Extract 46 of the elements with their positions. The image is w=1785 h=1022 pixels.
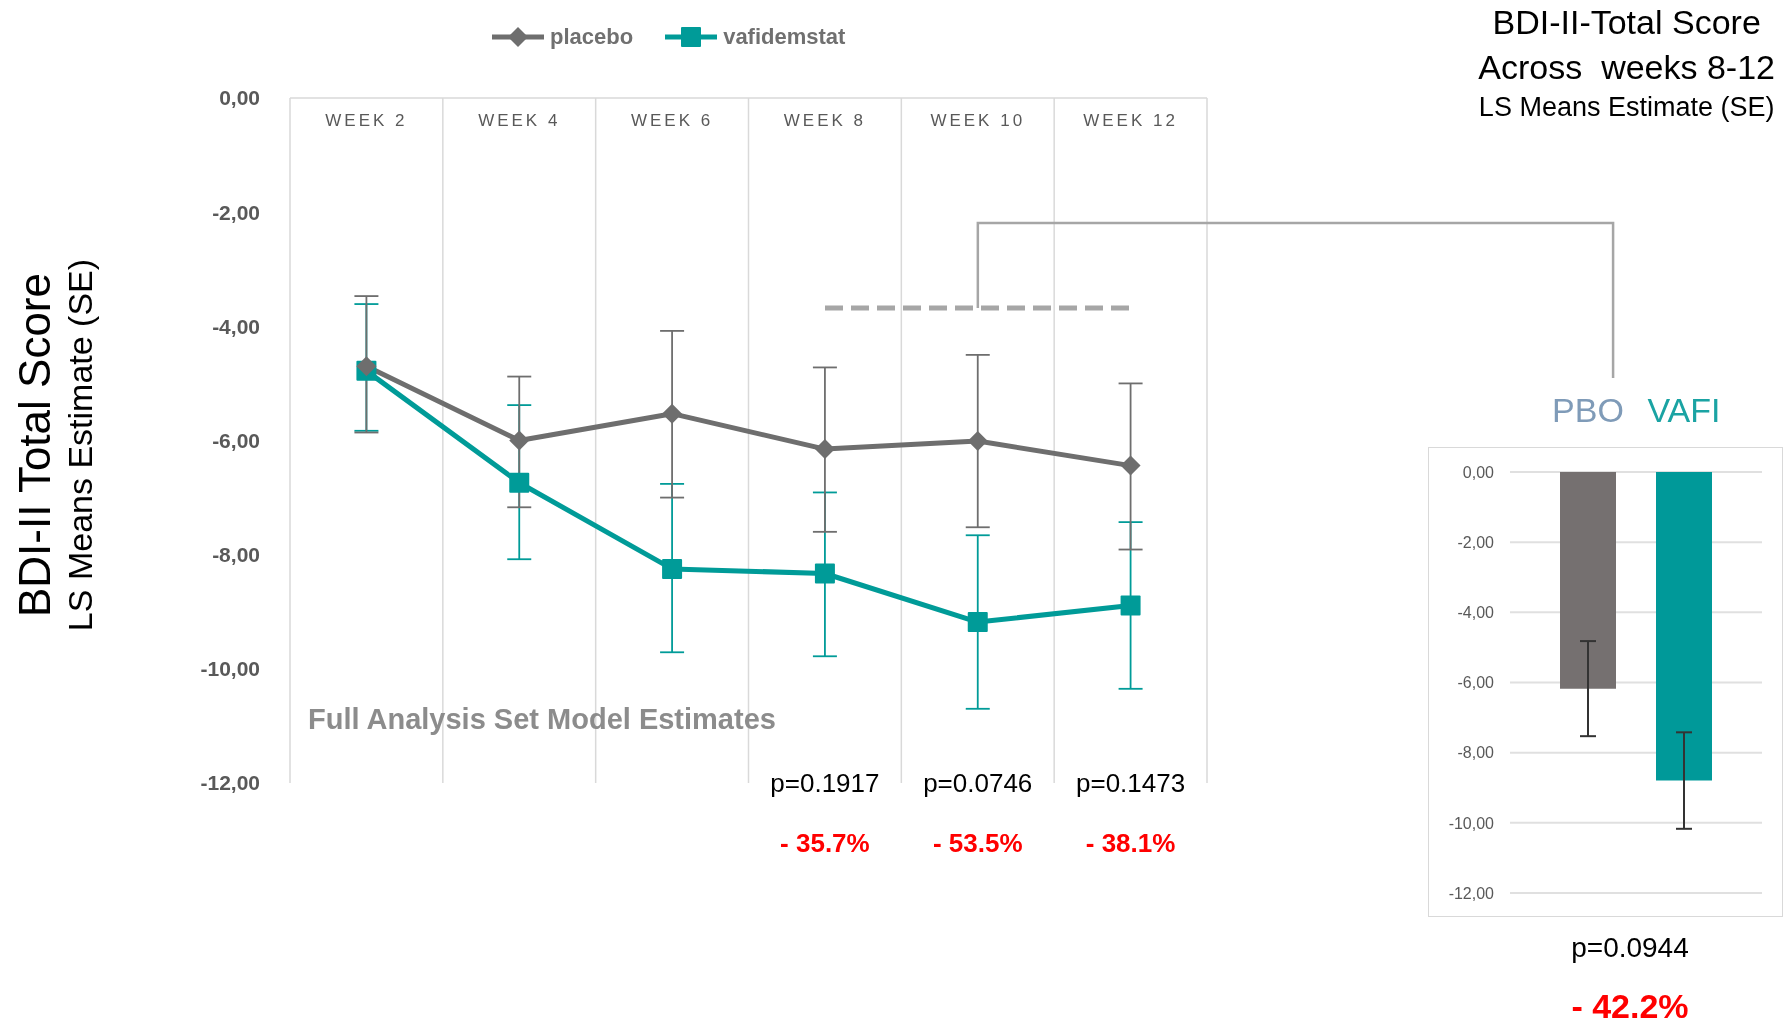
point (662, 403, 683, 424)
y-tick-label: -12,00 (200, 771, 260, 795)
y-tick-label: -2,00 (1457, 533, 1495, 551)
y-tick-label: -6,00 (212, 428, 260, 452)
y-tick-label: -8,00 (1457, 744, 1495, 762)
x-tick-label: VAFI (1647, 391, 1721, 429)
x-tick-label: WEEK 8 (783, 111, 867, 130)
text: - 35.7% (779, 828, 871, 859)
legend-label: placebo (549, 24, 634, 50)
point (509, 430, 530, 451)
point (814, 439, 835, 460)
point (814, 563, 835, 584)
x-tick-label: WEEK 10 (930, 111, 1026, 130)
annotation: Full Analysis Set Model Estimates (308, 703, 776, 736)
point (1120, 455, 1141, 476)
chart-subtitle: LS Means Estimate (SE) (1478, 91, 1775, 124)
point (967, 431, 988, 452)
y-tick-label: 0,00 (219, 86, 260, 110)
text: - 38.1% (1084, 828, 1177, 859)
text: - 53.5% (931, 828, 1024, 859)
annotation: p=0.1473 (1075, 768, 1187, 799)
y-axis-title: BDI-II Total Score LS Means Estimate (SE) (10, 258, 100, 632)
y-tick-label: -2,00 (212, 200, 260, 224)
point (662, 558, 683, 579)
x-tick-label: PBO (1552, 391, 1624, 429)
x-tick-label: WEEK 2 (325, 111, 408, 130)
legend-label: vafidemstat (722, 24, 846, 50)
chart-title: BDI-II-Total Score Across weeks 8-12 (1478, 2, 1775, 88)
text: p=0.0944 (1570, 932, 1690, 964)
annotation: p=0.1917 (769, 768, 881, 799)
y-tick-label: -4,00 (1457, 604, 1495, 622)
y-tick-label: -8,00 (212, 543, 260, 567)
x-tick-label: WEEK 6 (630, 111, 714, 130)
y-tick-label: -10,00 (1448, 814, 1495, 832)
text: - 42.2% (1570, 987, 1690, 1022)
y-tick-label: -10,00 (200, 657, 260, 681)
y-tick-label: -12,00 (1448, 884, 1495, 902)
y-tick-label: -6,00 (1457, 674, 1495, 692)
x-tick-label: WEEK 12 (1083, 111, 1178, 130)
annotation: p=0.0746 (922, 768, 1034, 799)
y-tick-label: -4,00 (212, 314, 260, 338)
point (967, 612, 988, 633)
x-tick-label: WEEK 4 (478, 111, 561, 130)
point (1120, 595, 1141, 616)
point (509, 472, 530, 493)
y-tick-label: 0,00 (1462, 463, 1495, 481)
